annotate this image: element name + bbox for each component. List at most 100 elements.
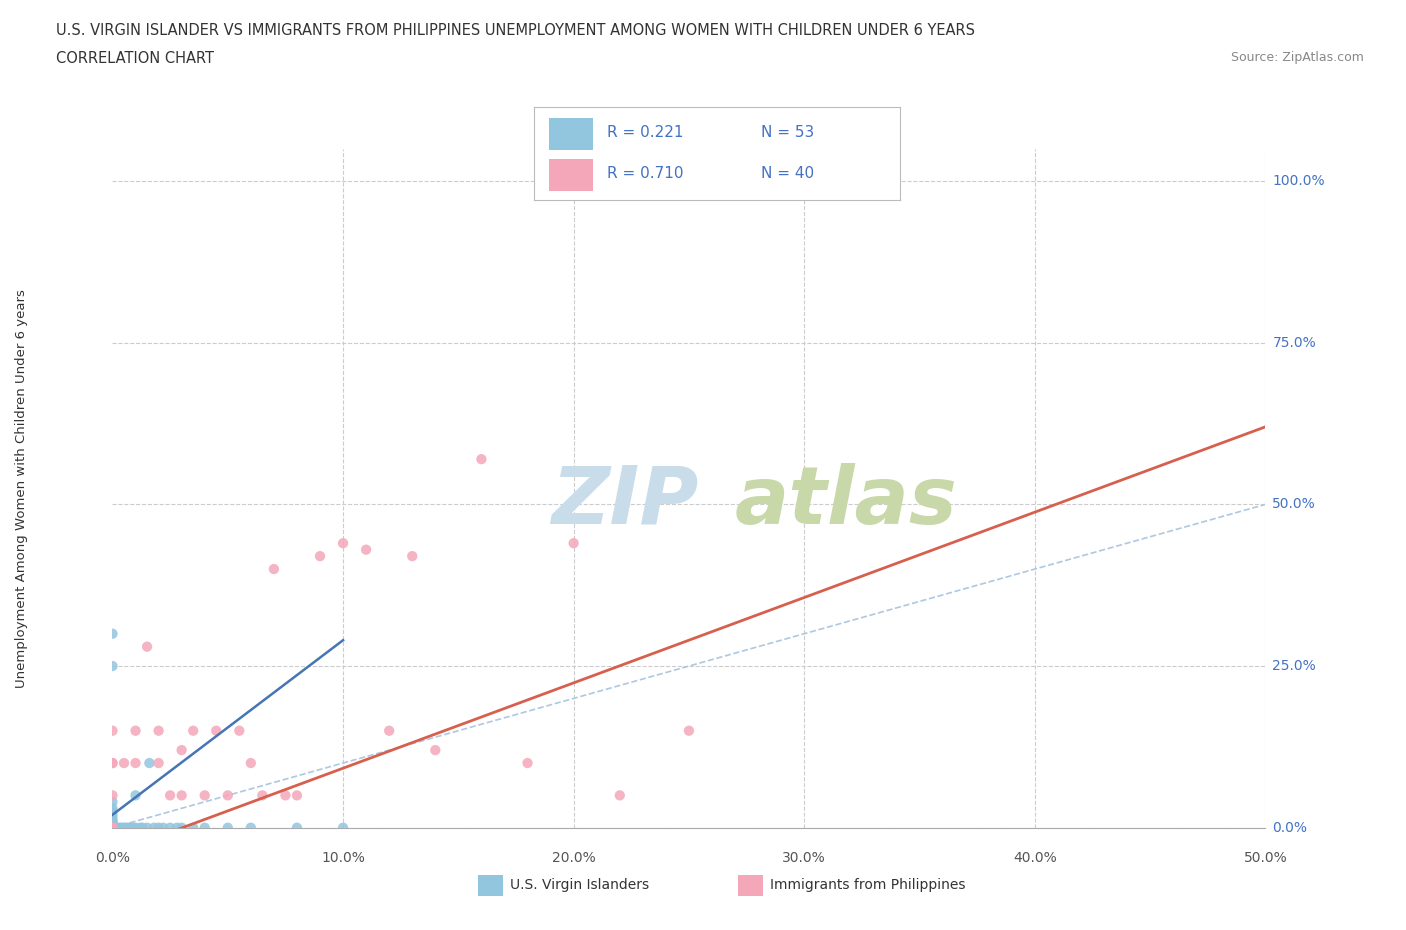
Point: [101, 820, 124, 835]
Text: 30.0%: 30.0%: [782, 851, 827, 865]
Point: [181, 820, 204, 835]
Text: ZIP: ZIP: [551, 463, 697, 541]
Point: [101, 820, 124, 835]
Point: [159, 788, 181, 803]
Point: [124, 755, 146, 770]
Point: [101, 814, 124, 829]
Text: 40.0%: 40.0%: [1012, 851, 1057, 865]
Text: Unemployment Among Women with Children Under 6 years: Unemployment Among Women with Children U…: [14, 289, 28, 687]
Text: N = 40: N = 40: [761, 166, 814, 181]
Point: [562, 536, 585, 551]
Point: [101, 755, 124, 770]
Point: [115, 820, 138, 835]
Point: [101, 820, 124, 835]
Point: [101, 820, 124, 835]
Point: [181, 724, 204, 738]
Text: CORRELATION CHART: CORRELATION CHART: [56, 51, 214, 66]
Point: [124, 788, 146, 803]
Point: [101, 820, 124, 835]
Point: [143, 820, 166, 835]
Point: [425, 743, 447, 758]
Point: [101, 820, 124, 835]
Point: [148, 724, 170, 738]
Point: [678, 724, 700, 738]
Point: [138, 755, 160, 770]
Point: [401, 549, 423, 564]
Point: [101, 820, 124, 835]
Point: [101, 820, 124, 835]
Point: [101, 804, 124, 819]
Point: [101, 658, 124, 673]
Point: [101, 801, 124, 816]
Text: 10.0%: 10.0%: [321, 851, 366, 865]
Point: [152, 820, 174, 835]
Point: [101, 820, 124, 835]
Point: [228, 724, 250, 738]
Point: [101, 788, 124, 803]
Point: [136, 820, 159, 835]
Text: 75.0%: 75.0%: [1272, 336, 1316, 350]
Point: [101, 807, 124, 822]
FancyBboxPatch shape: [548, 118, 593, 150]
Text: 25.0%: 25.0%: [1272, 659, 1316, 673]
Point: [124, 724, 146, 738]
Text: Immigrants from Philippines: Immigrants from Philippines: [770, 878, 966, 893]
Point: [793, 174, 815, 189]
Point: [112, 755, 135, 770]
Point: [101, 820, 124, 835]
Point: [101, 794, 124, 809]
Point: [136, 639, 159, 654]
Text: Source: ZipAtlas.com: Source: ZipAtlas.com: [1230, 51, 1364, 64]
Point: [112, 820, 135, 835]
Point: [101, 820, 124, 835]
Point: [101, 817, 124, 832]
Point: [101, 820, 124, 835]
Point: [111, 820, 134, 835]
Point: [166, 820, 188, 835]
Point: [101, 820, 124, 835]
Point: [124, 820, 146, 835]
Point: [108, 820, 131, 835]
Point: [194, 788, 217, 803]
Point: [101, 755, 124, 770]
Text: 20.0%: 20.0%: [551, 851, 596, 865]
Point: [285, 820, 308, 835]
Point: [101, 820, 124, 835]
Point: [101, 811, 124, 826]
Point: [101, 820, 124, 835]
Point: [170, 788, 193, 803]
Point: [101, 820, 124, 835]
Point: [239, 755, 262, 770]
Point: [516, 755, 538, 770]
Point: [148, 755, 170, 770]
Text: 0.0%: 0.0%: [1272, 820, 1308, 835]
Point: [101, 724, 124, 738]
Text: N = 53: N = 53: [761, 126, 814, 140]
Point: [101, 820, 124, 835]
Point: [120, 820, 142, 835]
Point: [122, 820, 145, 835]
Point: [609, 788, 631, 803]
Text: 100.0%: 100.0%: [1272, 174, 1324, 188]
Text: U.S. Virgin Islanders: U.S. Virgin Islanders: [510, 878, 650, 893]
Point: [129, 820, 152, 835]
Point: [148, 820, 170, 835]
Point: [239, 820, 262, 835]
Point: [285, 788, 308, 803]
Point: [170, 820, 193, 835]
Point: [354, 542, 377, 557]
Point: [217, 820, 239, 835]
Text: 50.0%: 50.0%: [1243, 851, 1288, 865]
Point: [274, 788, 297, 803]
Point: [105, 820, 128, 835]
Point: [378, 724, 401, 738]
Point: [101, 820, 124, 835]
Point: [101, 820, 124, 835]
Point: [117, 820, 139, 835]
FancyBboxPatch shape: [548, 159, 593, 191]
Point: [101, 814, 124, 829]
Point: [332, 820, 354, 835]
Point: [101, 820, 124, 835]
Point: [470, 452, 492, 467]
Point: [194, 820, 217, 835]
